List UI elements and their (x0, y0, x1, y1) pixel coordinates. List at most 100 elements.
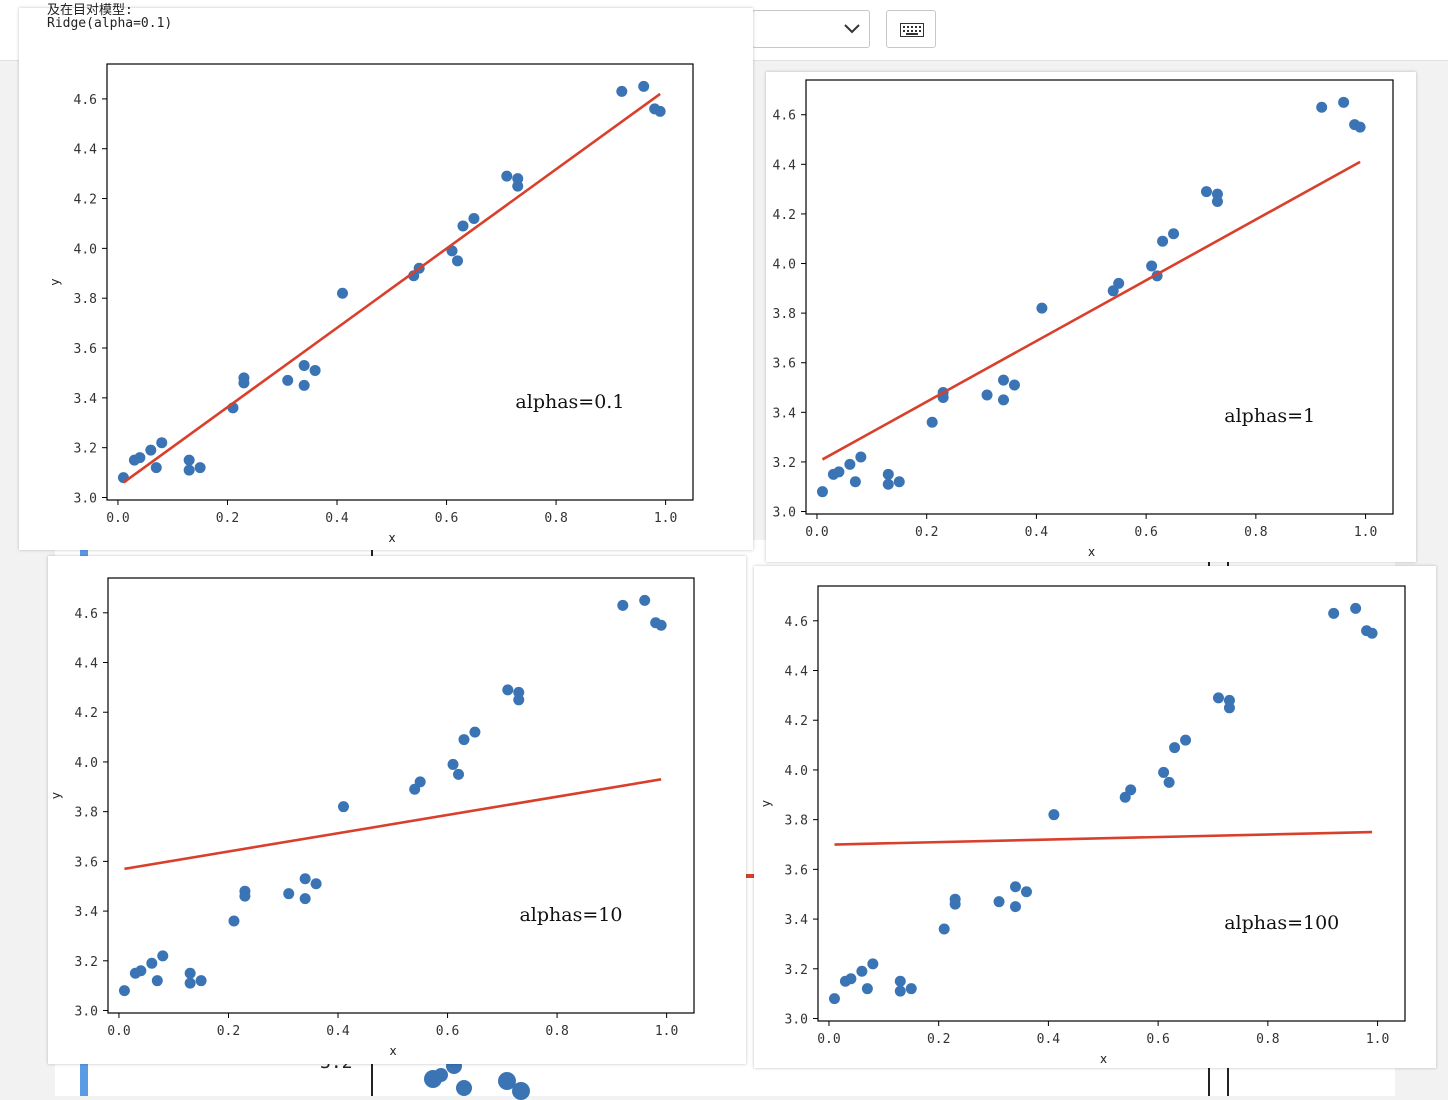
y-tick-label: 3.0 (785, 1013, 808, 1028)
data-point (1020, 886, 1032, 898)
plot-frame (817, 585, 1406, 1022)
y-tick-label: 3.2 (773, 456, 796, 471)
y-tick-label: 4.2 (773, 208, 796, 223)
data-point (146, 957, 158, 969)
y-axis-label: y (48, 278, 62, 285)
data-point (183, 454, 195, 466)
x-axis-label: x (389, 1044, 396, 1058)
x-tick-label: 0.4 (325, 511, 349, 526)
data-point (1211, 196, 1223, 208)
data-point (118, 985, 130, 997)
data-point (447, 758, 459, 770)
x-tick-label: 1.0 (1366, 1032, 1389, 1047)
data-point (299, 893, 311, 905)
data-point (1169, 742, 1181, 754)
data-point (1163, 776, 1175, 788)
data-point (1157, 235, 1169, 247)
data-point (1350, 602, 1362, 614)
y-tick-label: 4.4 (785, 665, 809, 680)
data-point (617, 599, 629, 611)
keyboard-button[interactable] (886, 10, 936, 48)
y-tick-label: 3.0 (773, 506, 796, 521)
data-point (1009, 901, 1021, 913)
data-point (238, 377, 250, 389)
y-tick-label: 3.0 (74, 492, 97, 507)
model-label: Ridge(alpha=0.1) (47, 16, 173, 31)
data-point (194, 462, 206, 474)
data-point (1048, 809, 1060, 821)
y-tick-label: 3.6 (74, 342, 97, 357)
x-axis-label: x (1088, 545, 1095, 559)
x-tick-label: 1.0 (654, 511, 677, 526)
data-point (1113, 277, 1125, 289)
data-point (997, 374, 1009, 386)
data-point (845, 973, 857, 985)
background-point (456, 1080, 472, 1096)
data-point (861, 983, 873, 995)
y-tick-label: 3.4 (74, 392, 98, 407)
y-tick-label: 4.0 (74, 242, 97, 257)
data-point (981, 389, 993, 401)
data-point (844, 458, 856, 470)
background-point (498, 1072, 516, 1090)
data-point (616, 85, 628, 97)
data-point (638, 80, 650, 92)
data-point (1180, 734, 1192, 746)
data-point (298, 379, 310, 391)
plot-panel-alpha-100: 0.0 0.2 0.4 0.6 0.8 1.0 3.0 3.2 3.4 3.6 3.8 4.0 4.2 4… (754, 566, 1436, 1068)
y-tick-label: 3.0 (75, 1005, 98, 1020)
clipped-heading-text: 及在目对模型: (47, 3, 133, 18)
data-point (282, 374, 294, 386)
y-axis-label: y (759, 800, 773, 807)
x-tick-label: 0.2 (217, 1024, 240, 1039)
data-point (299, 873, 311, 885)
data-point (157, 950, 169, 962)
x-tick-label: 0.6 (436, 1024, 459, 1039)
data-point (184, 967, 196, 979)
y-tick-label: 4.2 (75, 706, 98, 721)
keyboard-icon (900, 23, 924, 37)
ridge-fit-line (834, 830, 1373, 846)
data-point (1158, 766, 1170, 778)
data-point (1366, 627, 1378, 639)
data-point (1125, 784, 1137, 796)
y-tick-label: 3.4 (773, 406, 797, 421)
y-axis-label: y (49, 792, 63, 799)
x-tick-label: 0.8 (545, 1024, 568, 1039)
x-tick-label: 0.8 (1256, 1032, 1279, 1047)
data-point (938, 923, 950, 935)
data-point (639, 594, 651, 606)
dropdown-select[interactable] (752, 10, 870, 48)
y-tick-label: 4.0 (75, 756, 98, 771)
x-tick-label: 0.2 (216, 511, 239, 526)
ridge-fit-line (124, 778, 662, 871)
data-point (855, 451, 867, 463)
y-tick-label: 3.8 (785, 814, 808, 829)
data-point (468, 212, 480, 224)
y-tick-label: 3.8 (75, 806, 98, 821)
y-tick-label: 4.0 (785, 764, 808, 779)
data-point (1338, 96, 1350, 108)
x-tick-label: 0.4 (1025, 525, 1049, 540)
data-point (856, 965, 868, 977)
alpha-annotation: alphas=0.1 (515, 391, 624, 413)
data-point (228, 915, 240, 927)
x-tick-label: 0.4 (1037, 1032, 1061, 1047)
data-point (882, 478, 894, 490)
y-tick-label: 3.6 (75, 855, 98, 870)
data-point (513, 694, 525, 706)
data-point (849, 476, 861, 488)
data-point (894, 975, 906, 987)
data-point (336, 287, 348, 299)
y-tick-label: 4.2 (74, 193, 97, 208)
data-point (828, 993, 840, 1005)
data-point (993, 896, 1005, 908)
data-point (1200, 186, 1212, 198)
scatter-chart-alpha-1: 0.0 0.2 0.4 0.6 0.8 1.0 3.0 3.2 3.4 3.6 3.8 4.0 4.2 4… (773, 79, 1394, 559)
data-point (309, 364, 321, 376)
data-point (926, 416, 938, 428)
x-axis-label: x (388, 531, 395, 545)
ridge-fit-line (122, 92, 661, 484)
x-tick-label: 0.2 (927, 1032, 950, 1047)
x-tick-label: 0.2 (915, 525, 938, 540)
